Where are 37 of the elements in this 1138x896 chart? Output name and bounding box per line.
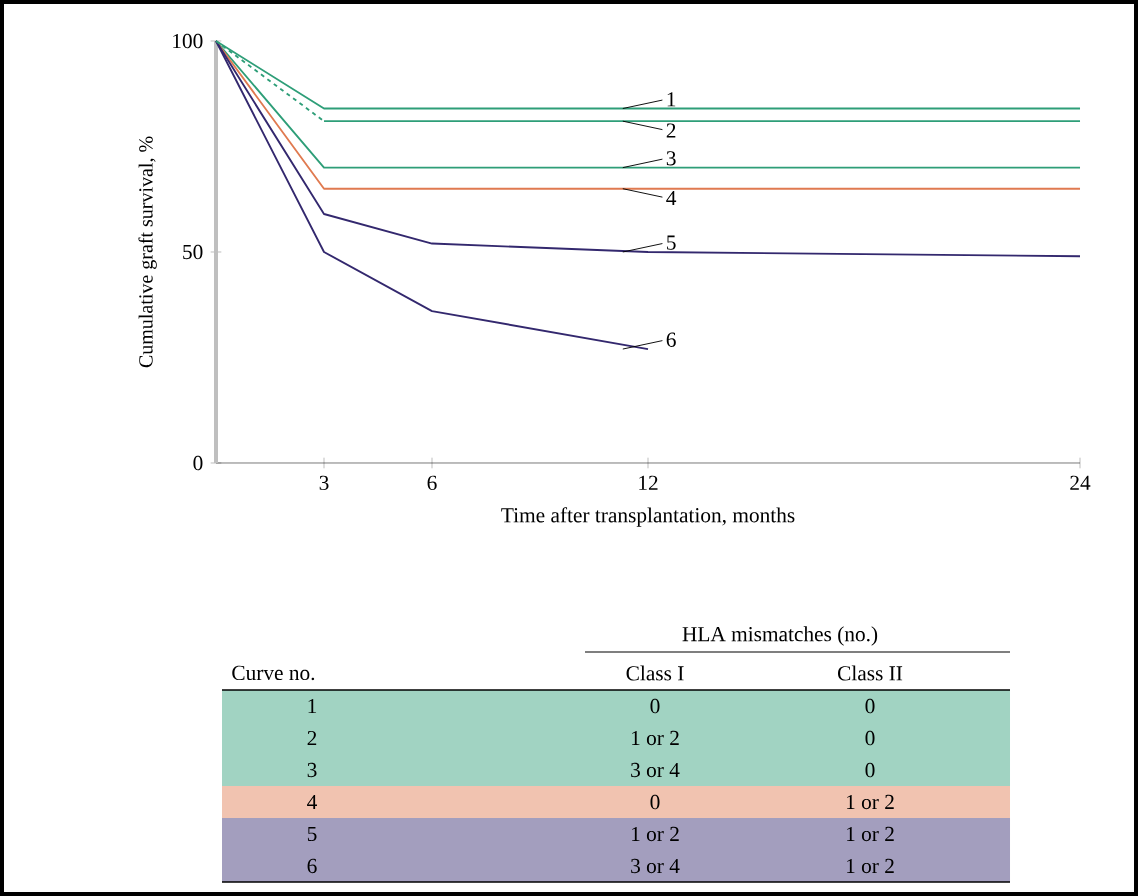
x-tick-label: 12 [639,475,658,490]
text: 3 or 4 [631,762,680,778]
y-axis-title: Cumulative graft survival, % [138,136,157,368]
text: 6 [307,858,317,874]
y-tick-label: 100 [173,33,203,49]
text: 0 [650,698,660,714]
text: 3 [307,762,317,778]
text: Class II [838,665,903,681]
text: 1 [308,698,317,714]
text: 0 [865,730,875,746]
text: 1 or 2 [632,730,679,746]
text: Class I [626,665,684,681]
x-axis-title: Time after transplantation, months [501,507,795,527]
text: 1 or 2 [632,826,679,842]
text: 1 or 2 [847,826,894,842]
text: 1 or 2 [847,858,894,874]
series-label: 6 [666,332,676,347]
text: 1 or 2 [847,794,894,810]
text: 0 [865,762,875,778]
x-tick-label: 6 [427,475,437,491]
series-label: 4 [666,190,677,205]
text: 3 or 4 [631,858,680,874]
text: 4 [307,794,317,810]
x-tick-label: 3 [319,475,329,491]
series-label: 1 [667,92,676,107]
series-label: 2 [666,123,676,138]
series-label: 5 [667,235,676,250]
text: HLA mismatches (no.) [682,626,878,646]
x-tick-label: 24 [1070,475,1091,490]
text: 5 [307,826,317,842]
series-label: 3 [666,151,676,166]
text: 0 [650,794,660,810]
y-tick-label: 50 [183,244,203,260]
text: 2 [307,730,317,746]
text: 0 [865,698,875,714]
y-tick-label: 0 [193,455,203,471]
text: Curve no. [232,665,315,681]
